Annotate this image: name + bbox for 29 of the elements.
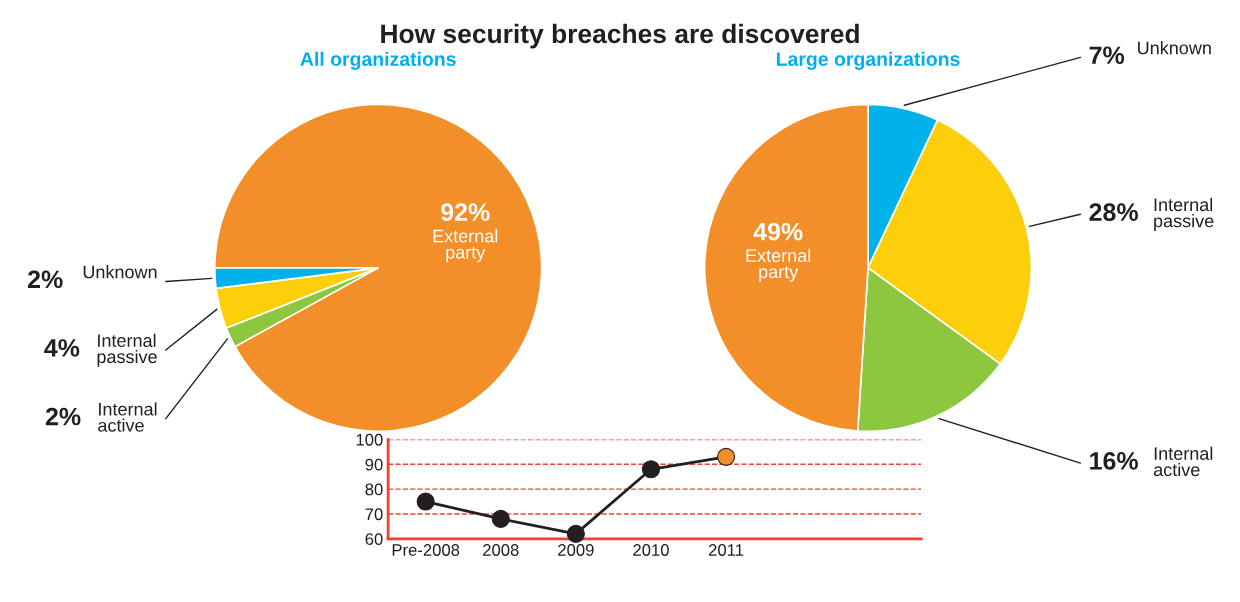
- slice-label: External party: [433, 229, 498, 263]
- y-tick-label: 90: [365, 458, 383, 471]
- slice-label: Internal active: [1153, 446, 1213, 477]
- text: How security breaches are discovered: [381, 23, 859, 49]
- x-tick-label: 2009: [558, 544, 594, 556]
- y-tick-label: 100: [356, 433, 383, 446]
- data-label: 92%: [441, 203, 490, 221]
- slice-label: Internal passive: [97, 333, 157, 367]
- text: Large organizations: [776, 51, 960, 70]
- y-tick-label: 60: [365, 533, 383, 545]
- x-tick-label: Pre-2008: [392, 544, 460, 556]
- data-label: 2%: [28, 270, 63, 289]
- slice-label: External party: [746, 248, 811, 282]
- data-label: 4%: [44, 339, 80, 357]
- x-tick-label: 2011: [708, 544, 744, 556]
- y-tick-label: 80: [365, 483, 383, 496]
- data-label: 49%: [753, 222, 803, 241]
- chart-subtitle: All organizations: [300, 51, 456, 70]
- slice-label: Internal active: [98, 402, 157, 432]
- y-tick-label: 70: [365, 508, 383, 521]
- data-label: 16%: [1090, 452, 1138, 470]
- slice-label: Internal passive: [1154, 197, 1214, 231]
- slice-label: Unknown: [83, 265, 157, 279]
- data-label: 28%: [1089, 203, 1138, 221]
- x-tick-label: 2010: [633, 544, 669, 556]
- x-tick-label: 2008: [483, 544, 519, 556]
- data-label: 2%: [45, 407, 81, 426]
- slice-label: Unknown: [1138, 41, 1211, 55]
- data-label: 7%: [1089, 46, 1125, 65]
